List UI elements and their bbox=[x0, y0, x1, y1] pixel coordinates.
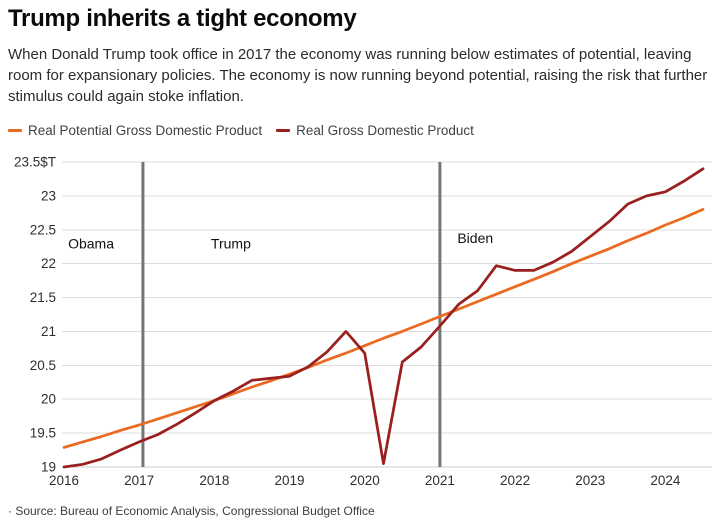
legend-item-potential-gdp: Real Potential Gross Domestic Product bbox=[8, 123, 262, 138]
legend-label-real-gdp: Real Gross Domestic Product bbox=[296, 123, 474, 138]
x-axis-tick-label: 2019 bbox=[275, 473, 305, 488]
x-axis-tick-label: 2023 bbox=[575, 473, 605, 488]
x-axis-tick-label: 2021 bbox=[425, 473, 455, 488]
y-axis-tick-label: 19.5 bbox=[30, 426, 56, 441]
source-note: · Source: Bureau of Economic Analysis, C… bbox=[8, 504, 375, 518]
y-axis-tick-label: 22 bbox=[41, 256, 56, 271]
chart-subtitle: When Donald Trump took office in 2017 th… bbox=[8, 46, 708, 105]
y-axis-tick-label: 19 bbox=[41, 460, 56, 475]
gdp-line-chart: 19 19.5 20 20.5 21 21.5 22 22.5 23 23.5$T 2016 2017… bbox=[14, 155, 712, 488]
legend-swatch-potential-gdp bbox=[8, 129, 22, 132]
y-axis-tick-label: 21.5 bbox=[30, 290, 56, 305]
y-axis-tick-label: 22.5 bbox=[30, 222, 56, 237]
y-axis-tick-label: 23.5$T bbox=[14, 155, 56, 170]
chart-area: 19 19.5 20 20.5 21 21.5 22 22.5 23 23.5$T 2016 2017… bbox=[0, 150, 721, 502]
real-gdp-line bbox=[62, 167, 705, 469]
legend-swatch-real-gdp bbox=[276, 129, 291, 132]
chart-legend: Real Potential Gross Domestic Product Re… bbox=[8, 123, 474, 138]
x-axis-tick-label: 2018 bbox=[199, 473, 229, 488]
page-title: Trump inherits a tight economy bbox=[8, 5, 357, 32]
y-axis-tick-label: 20.5 bbox=[30, 358, 56, 373]
y-axis-tick-label: 23 bbox=[41, 188, 56, 203]
x-axis-tick-label: 2020 bbox=[350, 473, 380, 488]
legend-item-real-gdp: Real Gross Domestic Product bbox=[276, 123, 474, 138]
president-label-obama: Obama bbox=[68, 235, 114, 251]
x-axis-tick-label: 2022 bbox=[500, 473, 530, 488]
y-axis-tick-label: 21 bbox=[41, 324, 56, 339]
x-axis-tick-label: 2017 bbox=[124, 473, 154, 488]
legend-label-potential-gdp: Real Potential Gross Domestic Product bbox=[28, 123, 263, 138]
y-axis-tick-label: 20 bbox=[41, 392, 56, 407]
x-axis-tick-label: 2024 bbox=[650, 473, 681, 488]
president-label-trump: Trump bbox=[211, 235, 251, 251]
x-axis-tick-label: 2016 bbox=[49, 473, 79, 488]
potential-gdp-line bbox=[62, 208, 705, 449]
president-label-biden: Biden bbox=[457, 230, 493, 246]
